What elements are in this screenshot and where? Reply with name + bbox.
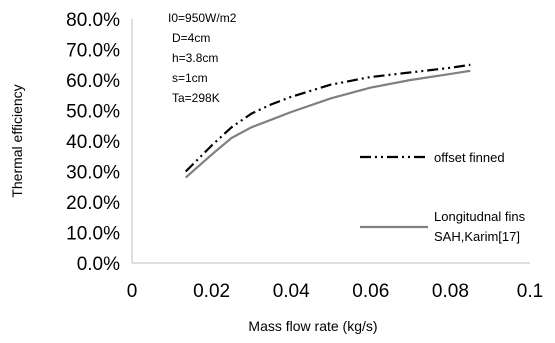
legend-label-1: offset finned xyxy=(434,150,505,165)
parameter-annotation: I0=950W/m2 xyxy=(168,11,237,25)
y-tick-label: 0.0% xyxy=(77,254,120,275)
x-axis-title: Mass flow rate (kg/s) xyxy=(248,318,377,334)
y-tick-label: 80.0% xyxy=(66,10,120,31)
parameter-annotation: Ta=298K xyxy=(172,91,220,105)
parameter-annotation: h=3.8cm xyxy=(172,51,218,65)
y-tick-label: 20.0% xyxy=(66,193,120,214)
parameter-annotations: I0=950W/m2 D=4cm h=3.8cm s=1cm Ta=298K xyxy=(168,11,237,105)
y-tick-label: 30.0% xyxy=(66,163,120,184)
legend-label-2: SAH,Karim[17] xyxy=(434,229,520,244)
y-tick-label: 60.0% xyxy=(66,71,120,92)
x-tick-label: 0.1 xyxy=(517,281,543,302)
x-tick-label: 0.04 xyxy=(273,281,310,302)
x-tick-label: 0.08 xyxy=(432,281,469,302)
legend: offset finned Longitudnal fins SAH,Karim[1… xyxy=(360,150,526,244)
y-tick-label: 70.0% xyxy=(66,41,120,62)
y-axis-title: Thermal efficiency xyxy=(9,84,25,197)
legend-label-2: Longitudnal fins xyxy=(434,209,526,224)
y-tick-label: 50.0% xyxy=(66,102,120,123)
x-tick-label: 0 xyxy=(127,281,138,302)
x-tick-label: 0.02 xyxy=(193,281,230,302)
series-line-1 xyxy=(184,63,471,173)
parameter-annotation: s=1cm xyxy=(172,71,208,85)
parameter-annotation: D=4cm xyxy=(172,31,210,45)
x-tick-label: 0.06 xyxy=(352,281,389,302)
y-tick-label: 10.0% xyxy=(66,224,120,245)
y-tick-label: 40.0% xyxy=(66,132,120,153)
x-tick-labels: 0 0.02 0.04 0.06 0.08 0.1 xyxy=(127,281,544,302)
series-line-2 xyxy=(184,69,471,179)
series-layer xyxy=(184,63,471,179)
y-tick-labels: 0.0% 10.0% 20.0% 30.0% 40.0% 50.0% 60.0% 70.0% 8… xyxy=(66,10,120,275)
